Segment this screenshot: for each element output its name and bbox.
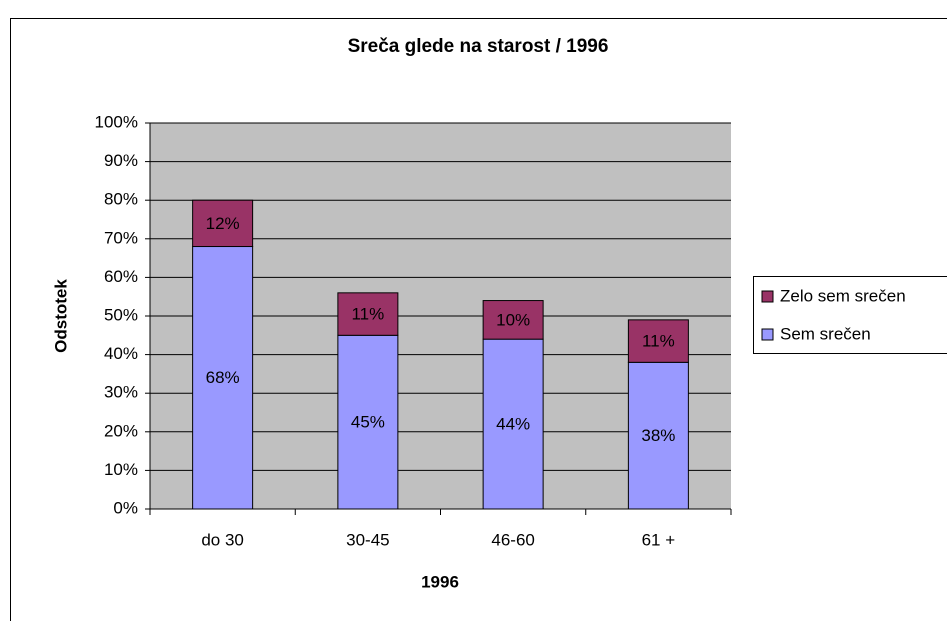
y-tick-label: 40% bbox=[104, 344, 138, 363]
data-label: 10% bbox=[496, 310, 530, 329]
data-label: 68% bbox=[206, 368, 240, 387]
bar-segment bbox=[337, 334, 399, 510]
bar-segment bbox=[627, 319, 689, 363]
bar-segment bbox=[337, 292, 399, 336]
data-label: 12% bbox=[206, 214, 240, 233]
y-tick-label: 0% bbox=[113, 498, 138, 517]
bar-segment bbox=[192, 246, 254, 510]
bar-segment bbox=[482, 300, 544, 340]
data-label: 38% bbox=[641, 426, 675, 445]
y-tick-label: 80% bbox=[104, 190, 138, 209]
x-tick-label: 46-60 bbox=[491, 530, 534, 549]
legend-label: Zelo sem srečen bbox=[780, 286, 906, 305]
y-tick-label: 100% bbox=[95, 112, 138, 131]
legend-swatch bbox=[761, 290, 774, 303]
x-tick-label: 61 + bbox=[642, 530, 676, 549]
y-tick-label: 90% bbox=[104, 151, 138, 170]
data-label: 44% bbox=[496, 415, 530, 434]
data-label: 11% bbox=[351, 305, 384, 324]
y-tick-label: 50% bbox=[104, 305, 138, 324]
bar-segment bbox=[627, 361, 689, 510]
y-axis-title: Odstotek bbox=[51, 279, 70, 353]
y-tick-label: 20% bbox=[104, 421, 138, 440]
x-tick-label: do 30 bbox=[201, 530, 244, 549]
bar-segment bbox=[192, 199, 254, 248]
y-tick-label: 10% bbox=[104, 460, 138, 479]
x-axis-title: 1996 bbox=[421, 572, 459, 591]
y-tick-label: 30% bbox=[104, 383, 138, 402]
x-tick-label: 30-45 bbox=[346, 530, 389, 549]
chart-title: Sreča glede na starost / 1996 bbox=[348, 36, 609, 57]
data-label: 45% bbox=[351, 413, 385, 432]
data-label: 11% bbox=[642, 332, 675, 351]
bar-segment bbox=[482, 338, 544, 510]
legend-swatch bbox=[761, 328, 774, 341]
legend-label: Sem srečen bbox=[780, 324, 871, 343]
y-tick-label: 60% bbox=[104, 267, 138, 286]
y-tick-label: 70% bbox=[104, 228, 138, 247]
legend-box bbox=[753, 276, 947, 354]
